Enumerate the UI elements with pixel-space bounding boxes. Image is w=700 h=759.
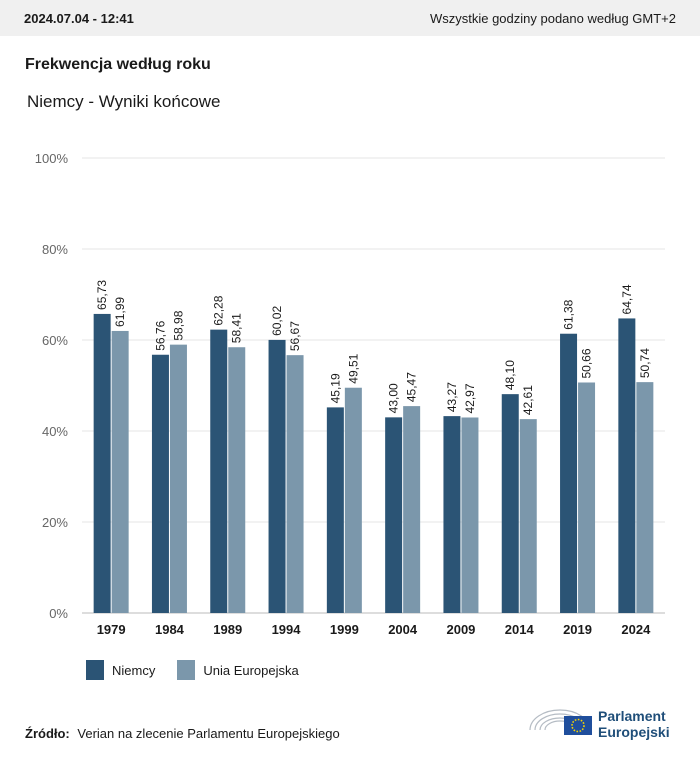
x-tick-label: 2014 <box>505 622 535 637</box>
data-label: 50,74 <box>638 348 652 378</box>
bar <box>94 314 111 613</box>
data-label: 61,38 <box>562 299 576 329</box>
logo-text: Parlament Europejski <box>598 708 670 740</box>
x-tick-label: 2019 <box>563 622 592 637</box>
bar <box>210 330 227 613</box>
data-label: 56,76 <box>153 320 167 350</box>
x-tick-label: 1979 <box>97 622 126 637</box>
turnout-bar-chart: 0% 20% 40% 60% 80% 100% 65,73 61,99 1979 56,76 58,… <box>0 140 700 640</box>
data-label: 45,47 <box>405 372 419 402</box>
eu-flag-icon <box>564 716 592 735</box>
bar <box>618 318 635 613</box>
x-tick-label: 1999 <box>330 622 359 637</box>
bar <box>403 406 420 613</box>
x-tick-label: 1994 <box>272 622 302 637</box>
data-label: 56,67 <box>288 321 302 351</box>
x-tick-label: 1989 <box>213 622 242 637</box>
legend-item-germany: Niemcy <box>86 660 155 680</box>
bar <box>578 382 595 613</box>
x-tick-label: 2024 <box>621 622 651 637</box>
bar <box>385 417 402 613</box>
y-tick-label: 20% <box>42 515 68 530</box>
data-label: 61,99 <box>113 297 127 327</box>
data-label: 45,19 <box>328 373 342 403</box>
bar <box>520 419 537 613</box>
y-tick-label: 80% <box>42 242 68 257</box>
bar <box>560 334 577 613</box>
y-tick-label: 60% <box>42 333 68 348</box>
data-label: 42,61 <box>521 385 535 415</box>
y-tick-label: 100% <box>35 151 69 166</box>
data-label: 65,73 <box>95 280 109 310</box>
bar <box>443 416 460 613</box>
logo-line-1: Parlament <box>598 708 670 724</box>
data-label: 60,02 <box>270 306 284 336</box>
x-tick-label: 2009 <box>446 622 475 637</box>
bar <box>636 382 653 613</box>
source-text: Verian na zlecenie Parlamentu Europejski… <box>77 726 339 741</box>
legend-label-germany: Niemcy <box>112 663 155 678</box>
legend-label-eu: Unia Europejska <box>203 663 298 678</box>
bar <box>228 347 245 613</box>
y-tick-label: 0% <box>49 606 68 621</box>
data-label: 50,66 <box>580 348 594 378</box>
legend-swatch-germany <box>86 660 104 680</box>
bar <box>170 345 187 613</box>
bar <box>269 340 286 613</box>
legend: Niemcy Unia Europejska <box>86 660 321 680</box>
bar <box>502 394 519 613</box>
legend-swatch-eu <box>177 660 195 680</box>
source-note: Źródło: Verian na zlecenie Parlamentu Eu… <box>25 726 340 741</box>
bar <box>461 417 478 613</box>
chart-subtitle: Niemcy - Wyniki końcowe <box>27 92 221 112</box>
bar <box>287 355 304 613</box>
bar <box>112 331 129 613</box>
data-label: 62,28 <box>212 295 226 325</box>
x-tick-label: 2004 <box>388 622 418 637</box>
timezone-note: Wszystkie godziny podano według GMT+2 <box>430 11 676 26</box>
data-label: 42,97 <box>463 383 477 413</box>
x-tick-label: 1984 <box>155 622 185 637</box>
bar <box>345 388 362 613</box>
legend-item-eu: Unia Europejska <box>177 660 298 680</box>
bar <box>152 355 169 613</box>
y-tick-label: 40% <box>42 424 68 439</box>
chart-title: Frekwencja według roku <box>25 56 211 74</box>
logo-line-2: Europejski <box>598 724 670 740</box>
timestamp: 2024.07.04 - 12:41 <box>24 11 134 26</box>
top-bar: 2024.07.04 - 12:41 Wszystkie godziny pod… <box>0 0 700 36</box>
data-label: 64,74 <box>620 284 634 314</box>
data-label: 43,00 <box>387 383 401 413</box>
data-label: 58,98 <box>171 310 185 340</box>
data-label: 49,51 <box>346 353 360 383</box>
data-label: 48,10 <box>503 360 517 390</box>
source-label: Źródło: <box>25 726 70 741</box>
data-label: 58,41 <box>230 313 244 343</box>
bar <box>327 407 344 613</box>
data-label: 43,27 <box>445 382 459 412</box>
